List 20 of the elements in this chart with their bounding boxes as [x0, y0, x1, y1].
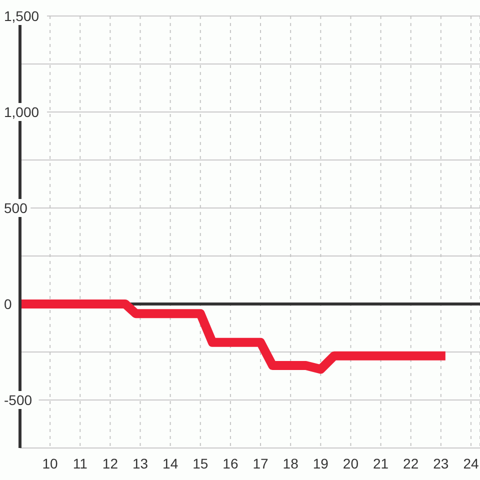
- x-tick-label: 24: [463, 456, 479, 472]
- x-tick-label: 21: [372, 456, 389, 472]
- x-tick-label: 10: [42, 456, 58, 472]
- x-tick-label: 11: [72, 456, 88, 472]
- x-tick-label: 16: [222, 456, 238, 472]
- x-tick-label: 12: [102, 456, 118, 472]
- x-tick-label: 15: [192, 456, 208, 472]
- y-tick-label: 1,500: [4, 8, 40, 24]
- y-tick-label: -500: [4, 392, 32, 408]
- y-tick-label: 1,000: [4, 104, 40, 120]
- x-tick-label: 23: [433, 456, 449, 472]
- x-tick-label: 20: [342, 456, 359, 472]
- x-tick-label: 18: [282, 456, 299, 472]
- y-tick-label: 500: [4, 200, 28, 216]
- y-tick-label: 0: [4, 296, 12, 312]
- x-tick-label: 19: [312, 456, 329, 472]
- x-tick-label: 22: [403, 456, 419, 472]
- x-tick-label: 14: [162, 456, 178, 472]
- x-tick-label: 13: [132, 456, 148, 472]
- x-tick-label: 17: [252, 456, 269, 472]
